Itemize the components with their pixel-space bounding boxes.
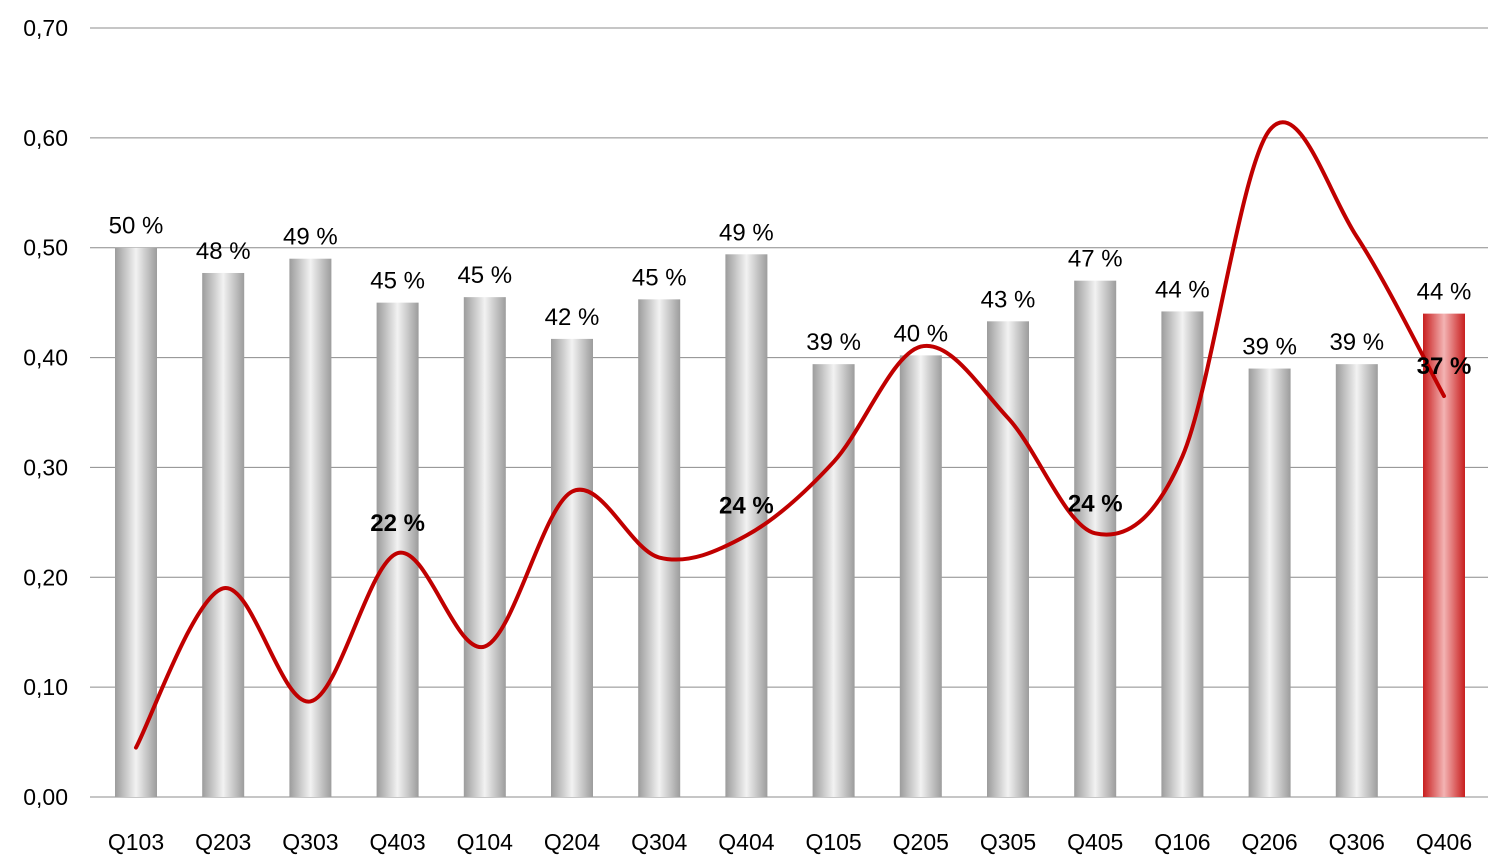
bar-q105: [812, 364, 855, 797]
x-tick-label: Q104: [457, 829, 513, 855]
line-value-label: 37 %: [1417, 353, 1472, 380]
y-tick-label: 0,00: [23, 784, 68, 810]
y-tick-label: 0,30: [23, 454, 68, 480]
bar-q203: [202, 272, 245, 797]
bar-q104: [463, 297, 506, 797]
bar-q103: [115, 247, 157, 797]
bar-q305: [987, 321, 1029, 797]
line-value-label: 24 %: [719, 493, 774, 520]
y-axis-ticks: 0,00 0,10 0,20 0,30 0,40 0,50 0,60 0,70: [23, 15, 68, 810]
x-tick-label: Q405: [1067, 829, 1123, 855]
bar-value-label: 42 %: [545, 304, 600, 331]
bar-value-label: 39 %: [1242, 334, 1297, 361]
bar-value-label: 48 %: [196, 238, 251, 265]
bar-q405: [1074, 280, 1117, 798]
x-tick-label: Q203: [195, 829, 251, 855]
bar-q303: [289, 258, 332, 797]
x-tick-label: Q106: [1154, 829, 1210, 855]
x-tick-label: Q105: [805, 829, 861, 855]
x-tick-label: Q303: [282, 829, 338, 855]
bar-q205: [899, 355, 942, 797]
x-tick-label: Q306: [1329, 829, 1385, 855]
y-tick-label: 0,60: [23, 125, 68, 151]
bar-q106: [1161, 311, 1204, 797]
x-tick-label: Q404: [718, 829, 774, 855]
bar-value-label: 43 %: [981, 286, 1036, 313]
bar-value-label: 47 %: [1068, 246, 1123, 273]
bar-q206: [1248, 368, 1291, 797]
x-tick-label: Q204: [544, 829, 600, 855]
bar-q306: [1335, 364, 1378, 797]
line-labels: 22 % 24 % 24 % 37 %: [370, 353, 1471, 537]
bar-value-label: 49 %: [719, 219, 774, 246]
bar-q406: [1423, 313, 1465, 797]
x-tick-label: Q304: [631, 829, 687, 855]
trend-line: [134, 120, 1446, 750]
x-tick-label: Q103: [108, 829, 164, 855]
y-tick-label: 0,10: [23, 674, 68, 700]
y-tick-label: 0,20: [23, 564, 68, 590]
trend-line-path: [134, 120, 1446, 750]
bar-q204: [551, 338, 593, 797]
bar-labels: 50 % 48 % 49 % 45 % 45 % 42 % 45 % 49 % 39 % 40 %…: [109, 213, 1472, 361]
bar-value-label: 45 %: [370, 268, 425, 295]
bar-value-label: 39 %: [806, 329, 861, 356]
bars: [115, 247, 1465, 798]
bar-value-label: 44 %: [1155, 276, 1210, 303]
bar-value-label: 44 %: [1417, 279, 1472, 306]
bar-value-label: 40 %: [893, 320, 948, 347]
y-tick-label: 0,40: [23, 345, 68, 371]
bar-value-label: 49 %: [283, 224, 338, 251]
x-tick-label: Q206: [1241, 829, 1297, 855]
y-tick-label: 0,70: [23, 15, 68, 41]
y-tick-label: 0,50: [23, 235, 68, 261]
bar-q403: [376, 302, 419, 797]
x-axis-ticks: Q103 Q203 Q303 Q403 Q104 Q204 Q304 Q404 Q105 Q205…: [108, 829, 1472, 855]
x-tick-label: Q205: [893, 829, 949, 855]
line-value-label: 22 %: [370, 510, 425, 537]
bar-value-label: 39 %: [1329, 329, 1384, 356]
x-tick-label: Q305: [980, 829, 1036, 855]
bar-value-label: 45 %: [632, 264, 687, 291]
bar-value-label: 50 %: [109, 213, 164, 240]
line-value-label: 24 %: [1068, 490, 1123, 517]
x-tick-label: Q406: [1416, 829, 1472, 855]
x-tick-label: Q403: [369, 829, 425, 855]
bar-value-label: 45 %: [457, 262, 512, 289]
